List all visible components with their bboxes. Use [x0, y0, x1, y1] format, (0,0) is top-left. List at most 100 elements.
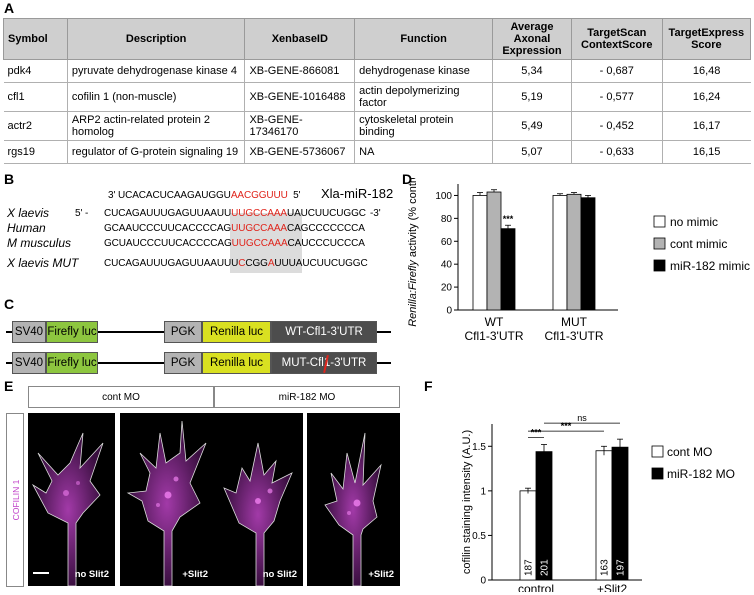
gene-table: Symbol Description XenbaseID Function Av…	[3, 18, 752, 164]
cell-function: NA	[354, 140, 493, 164]
bar	[580, 197, 596, 311]
legend-swatch	[653, 237, 666, 250]
backbone-line	[6, 362, 12, 364]
seq-human: GCAAUCCCUUCACCCCAGUUGCCAAACAGCCCCCCCA	[104, 223, 365, 234]
mirna-prefix: 3' UCACACUCAAGAUGGU	[108, 190, 231, 201]
y-tick-label: 0	[480, 576, 486, 587]
n-count-label: 201	[540, 559, 551, 576]
panel-label-f: F	[424, 378, 433, 394]
cell-xenbase: XB-GENE-5736067	[244, 140, 355, 164]
sv40-promoter: SV40	[12, 321, 46, 343]
table-row: pdk4 pyruvate dehydrogenase kinase 4 XB-…	[3, 59, 751, 83]
growth-cone-image	[126, 420, 207, 586]
x-tick-label: +Slit2	[597, 582, 628, 592]
firefly-luc: Firefly luc	[46, 321, 98, 343]
y-tick-label: 100	[435, 191, 452, 202]
cell-function: cytoskeletal protein binding	[354, 111, 493, 141]
significance-marker: ***	[503, 214, 514, 224]
seq-site: UUGCCAAA	[231, 238, 288, 249]
growth-cone-image	[31, 432, 104, 586]
legend-label: cont MO	[667, 445, 712, 459]
seq-post: CAGCCCCCCCA	[286, 223, 365, 234]
mir182-mo-header: miR-182 MO	[214, 386, 400, 408]
seq-post: UAUCUUCUGGC	[288, 258, 368, 269]
micrograph-cont-no-slit2: no Slit2	[28, 413, 115, 586]
cell-expression: 5,07	[492, 140, 572, 164]
backbone-line	[377, 362, 391, 364]
legend-swatch	[651, 445, 664, 458]
renilla-luc: Renilla luc	[202, 321, 271, 343]
cell-symbol: pdk4	[3, 59, 68, 83]
seq-pre: GCUAUCCCUUCACCCCAG	[104, 238, 232, 249]
seq-pre: CUCAGAUUUGAGUUAAUU	[104, 258, 232, 269]
col-header: TargetScan ContextScore	[570, 18, 663, 60]
y-tick-label: 1	[480, 486, 486, 497]
species-mmusculus: M musculus	[7, 236, 72, 250]
cell-xenbase: XB-GENE-866081	[244, 59, 355, 83]
col-header: Average Axonal Expression	[492, 18, 572, 60]
micrograph-mir182-no-slit2: no Slit2	[214, 413, 303, 586]
cell-context: - 0,577	[570, 82, 663, 112]
scale-bar	[33, 572, 49, 574]
species-xlaevis: X laevis	[7, 206, 50, 220]
seq-site-part: UU	[274, 258, 289, 269]
legend-swatch	[651, 467, 664, 480]
seq-site: UUGCCAAA	[231, 223, 287, 234]
mirna-name: Xla-miR-182	[321, 186, 394, 201]
bar	[486, 191, 502, 311]
micrograph-mir182-slit2: +Slit2	[307, 413, 400, 586]
table-row: cfl1 cofilin 1 (non-muscle) XB-GENE-1016…	[3, 82, 751, 112]
cell-symbol: actr2	[3, 111, 68, 141]
micrograph-cont-slit2: +Slit2	[120, 413, 214, 586]
cofilin-label: COFILIN 1	[11, 479, 21, 521]
legend-swatch	[653, 259, 666, 272]
condition-label: no Slit2	[262, 569, 297, 580]
cell-expression: 5,19	[492, 82, 572, 112]
seq-mutation: A	[267, 258, 275, 269]
species-xlaevis-mut: X laevis MUT	[7, 256, 79, 270]
cell-context: - 0,452	[570, 111, 663, 141]
renilla-luc: Renilla luc	[202, 352, 271, 374]
panel-label-b: B	[4, 171, 15, 187]
growth-cone-image	[324, 432, 382, 586]
mut-utr-site: 1	[322, 354, 330, 374]
panel-label-a: A	[4, 0, 15, 16]
seq-site-part: CGG	[245, 258, 268, 269]
backbone-line	[377, 331, 391, 333]
n-count-label: 197	[616, 559, 627, 576]
mut-utr-text: -3'UTR	[330, 357, 367, 369]
growth-cone-image	[223, 442, 293, 586]
cell-symbol: cfl1	[3, 82, 68, 112]
backbone-line	[6, 331, 12, 333]
firefly-luc: Firefly luc	[46, 352, 98, 374]
end-3prime: -3'	[370, 208, 381, 219]
legend-label: miR-182 mimic	[670, 259, 750, 273]
pgk-promoter: PGK	[164, 321, 202, 343]
y-tick-label: 40	[441, 260, 453, 271]
seq-xlaevis: CUCAGAUUUGAGUUAAUUUUGCCAAAUAUCUUCUGGC	[104, 208, 366, 219]
cell-context: - 0,687	[570, 59, 663, 83]
y-tick-label: 80	[441, 214, 453, 225]
cell-xenbase: XB-GENE-17346170	[244, 111, 355, 141]
table-row: actr2 ARP2 actin-related protein 2 homol…	[3, 111, 751, 141]
cell-context: - 0,633	[570, 140, 663, 164]
side-label-wrap: COFILIN 1	[8, 476, 24, 526]
seq-post: CAUCCCUCCCA	[287, 238, 365, 249]
mut-utr: MUT-Cfl1-3'UTR	[271, 352, 377, 374]
bar	[552, 195, 568, 311]
cell-function: actin depolymerizing factor	[354, 82, 493, 112]
legend-label: no mimic	[670, 215, 718, 229]
col-header: Function	[354, 18, 494, 60]
panel-label-e: E	[4, 378, 14, 394]
y-axis-label: Renilla:Firefly activity (% control)	[407, 178, 419, 327]
x-tick-label: MUT	[561, 315, 588, 329]
side-label-box: COFILIN 1	[6, 413, 24, 587]
panel-label-c: C	[4, 296, 15, 312]
seq-post: UAUCUUCUGGC	[286, 208, 366, 219]
x-tick-label: control	[518, 582, 554, 592]
legend-label: miR-182 MO	[667, 467, 735, 481]
mirna-sequence: 3' UCACACUCAAGAUGGUAACGGUUU 5'	[108, 190, 301, 201]
y-tick-label: 0	[446, 306, 452, 317]
cell-score: 16,48	[661, 59, 751, 83]
seq-site-part: U	[231, 258, 239, 269]
